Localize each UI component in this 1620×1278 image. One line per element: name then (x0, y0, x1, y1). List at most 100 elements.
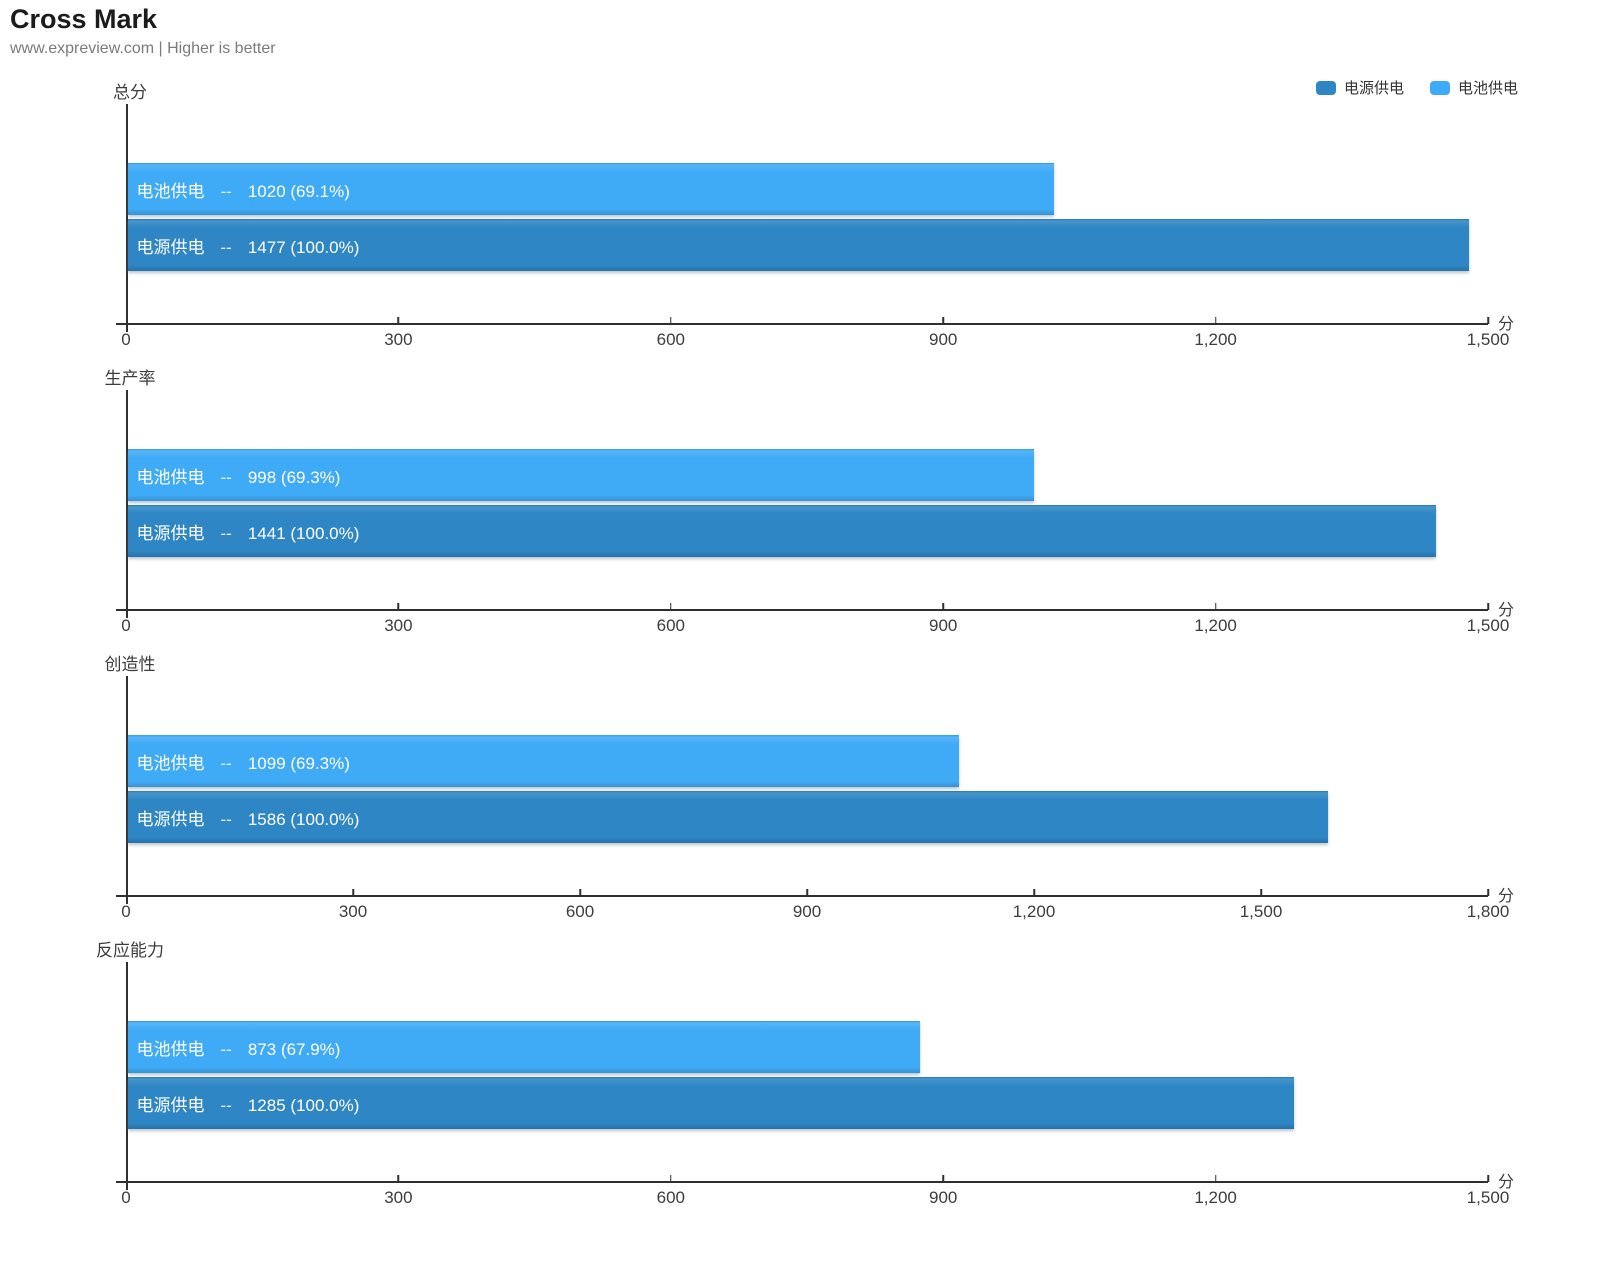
bar-value: 1477 (100.0%) (247, 237, 360, 257)
bar-label-separator: -- (220, 467, 232, 487)
x-axis-tick-label: 0 (121, 330, 131, 349)
bar-label: 电源供电 -- 1441 (100.0%) (128, 519, 360, 544)
bar-series-name: 电池供电 (136, 1039, 205, 1059)
bar-value: 998 (69.3%) (247, 467, 341, 487)
bar-label: 电池供电 -- 873 (67.9%) (128, 1035, 341, 1060)
bar-ac[interactable]: 电源供电 -- 1477 (100.0%) (127, 219, 1469, 271)
x-axis-tick-label: 900 (929, 330, 958, 349)
x-axis-tick (1214, 1175, 1217, 1182)
bar-battery[interactable]: 电池供电 -- 1099 (69.3%) (127, 735, 960, 787)
x-axis-tick-label: 0 (121, 1188, 131, 1207)
x-axis-tick-label: 1,500 (1466, 616, 1510, 635)
x-axis-tick-label: 300 (338, 902, 368, 921)
x-axis-tick-label: 0 (121, 616, 131, 635)
x-axis-tick-label: 900 (929, 1188, 958, 1207)
chart-section-2: 生产率 电池供电 -- 998 (69.3%) 电源供电 -- 1441 (100.0%) 0… (0, 364, 1620, 650)
x-axis-tick (942, 317, 944, 324)
legend-item-battery[interactable]: 电池供电 (1429, 77, 1518, 98)
x-axis-tick (1214, 317, 1217, 324)
bar-series-name: 电池供电 (136, 467, 205, 487)
bar-ac[interactable]: 电源供电 -- 1285 (100.0%) (127, 1077, 1295, 1129)
bar-label-separator: -- (220, 753, 232, 773)
x-axis-tick-label: 1,500 (1466, 330, 1510, 349)
legend-item-ac[interactable]: 电源供电 (1315, 77, 1404, 98)
bar-value: 1586 (100.0%) (247, 809, 360, 829)
bar-value: 1020 (69.1%) (247, 181, 350, 201)
bar-label: 电源供电 -- 1586 (100.0%) (128, 805, 360, 830)
x-axis-tick-label: 1,200 (1012, 902, 1056, 921)
y-axis-line (126, 390, 128, 618)
x-axis-tick-label: 600 (565, 902, 595, 921)
x-axis-tick-label: 1,500 (1239, 902, 1283, 921)
y-axis-line (126, 104, 128, 332)
legend-label: 电源供电 (1343, 80, 1404, 97)
bar-ac[interactable]: 电源供电 -- 1586 (100.0%) (127, 791, 1328, 843)
section-title: 创造性 (104, 655, 156, 674)
chart-section-4: 反应能力电池供电 -- 873 (67.9%) 电源供电 -- 1285 (100.0%)… (0, 936, 1620, 1222)
axis-unit-label: 分 (1498, 1174, 1515, 1191)
bar-label: 电池供电 -- 1020 (69.1%) (128, 177, 350, 202)
bar-value: 1285 (100.0%) (247, 1095, 360, 1115)
x-axis-tick (1487, 1175, 1489, 1182)
bar-label-separator: -- (220, 1039, 232, 1059)
x-axis-tick (1260, 889, 1262, 896)
bar-label: 电池供电 -- 1099 (69.3%) (128, 749, 350, 774)
bar-label-separator: -- (220, 1095, 232, 1115)
x-axis-tick-label: 900 (929, 616, 958, 635)
x-axis-tick-label: 1,500 (1466, 1188, 1510, 1207)
x-axis-tick-label: 1,200 (1194, 330, 1237, 349)
x-axis-tick (1214, 603, 1217, 610)
bar-battery[interactable]: 电池供电 -- 998 (69.3%) (127, 449, 1034, 501)
x-axis-tick-label: 300 (384, 330, 413, 349)
plot-area: 电池供电 -- 873 (67.9%) 电源供电 -- 1285 (100.0%) 0 300… (116, 962, 1514, 1207)
bar-series-name: 电源供电 (136, 809, 205, 829)
bar-label-separator: -- (220, 809, 232, 829)
x-axis-tick (806, 889, 808, 896)
x-axis-tick (397, 1175, 400, 1182)
bar-value: 873 (67.9%) (247, 1039, 341, 1059)
section-title: 反应能力 (96, 941, 164, 960)
axis-unit-label: 分 (1498, 316, 1515, 333)
legend-swatch-ac-icon (1315, 80, 1336, 95)
x-axis-tick (942, 1175, 944, 1182)
plot-area: 电池供电 -- 1099 (69.3%) 电源供电 -- 1586 (100.0%) 0 30… (116, 676, 1514, 921)
x-axis-tick (942, 603, 944, 610)
bar-value: 1441 (100.0%) (247, 523, 360, 543)
chart-section-1: 总分 电池供电 -- 1020 (69.1%) 电源供电 -- 1477 (100.0%) 0… (0, 78, 1620, 364)
x-axis-tick (670, 317, 672, 324)
section-title: 生产率 (104, 369, 156, 388)
bar-battery[interactable]: 电池供电 -- 873 (67.9%) (127, 1021, 921, 1073)
section-title: 总分 (113, 83, 147, 102)
plot-area: 电池供电 -- 1020 (69.1%) 电源供电 -- 1477 (100.0%) 0 30… (116, 104, 1514, 349)
bar-series-name: 电源供电 (136, 1095, 205, 1115)
page-title: Cross Mark (10, 4, 158, 34)
bar-series-name: 电源供电 (136, 237, 205, 257)
x-axis-tick-label: 900 (792, 902, 822, 921)
bar-label: 电源供电 -- 1285 (100.0%) (128, 1091, 360, 1116)
legend-swatch-battery-icon (1429, 80, 1450, 95)
bar-series-name: 电池供电 (136, 181, 205, 201)
bar-label-separator: -- (220, 237, 232, 257)
x-axis-tick (1487, 603, 1489, 610)
x-axis-tick-label: 300 (384, 616, 413, 635)
bar-ac[interactable]: 电源供电 -- 1441 (100.0%) (127, 505, 1436, 557)
x-axis-tick-label: 300 (384, 1188, 413, 1207)
x-axis-tick (670, 603, 672, 610)
x-axis-tick (579, 889, 581, 896)
y-axis-line (126, 962, 128, 1190)
x-axis-tick-label: 600 (656, 1188, 685, 1207)
page-subtitle: www.expreview.com | Higher is better (10, 40, 276, 57)
x-axis-tick (1033, 889, 1035, 896)
bar-series-name: 电源供电 (136, 523, 205, 543)
axis-unit-label: 分 (1498, 888, 1515, 905)
bar-series-name: 电池供电 (136, 753, 205, 773)
bar-label: 电源供电 -- 1477 (100.0%) (128, 233, 360, 258)
bar-battery[interactable]: 电池供电 -- 1020 (69.1%) (127, 163, 1054, 215)
x-axis-tick (352, 889, 354, 896)
chart-section-3: 创造性 电池供电 -- 1099 (69.3%) 电源供电 -- 1586 (100.0%)… (0, 650, 1620, 936)
bar-label: 电池供电 -- 998 (69.3%) (128, 463, 341, 488)
x-axis-tick-label: 1,800 (1466, 902, 1510, 921)
bar-label-separator: -- (220, 181, 232, 201)
x-axis-line (116, 895, 1488, 897)
